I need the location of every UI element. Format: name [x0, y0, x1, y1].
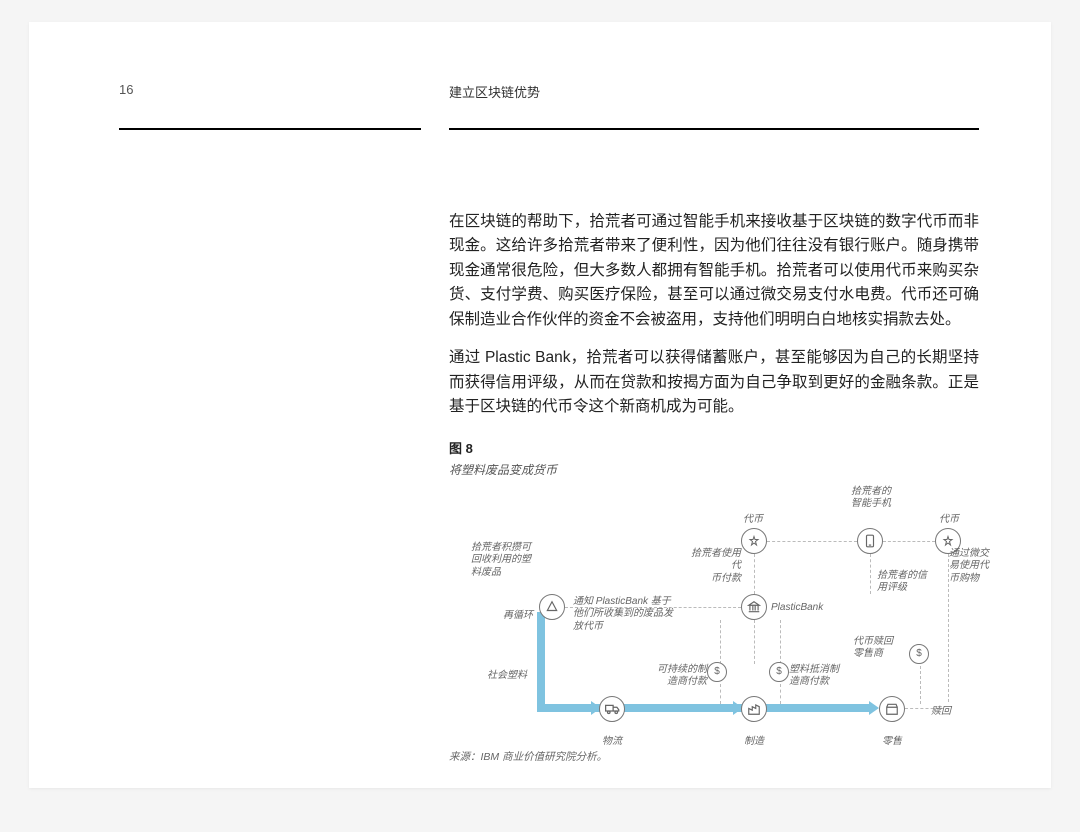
- lbl-microtx: 通过微交易使用代币购物: [949, 548, 993, 586]
- lbl-token1: 代币: [733, 514, 773, 527]
- dash-bank-down: [754, 620, 755, 664]
- figure-source: 来源：IBM 商业价值研究院分析。: [449, 749, 607, 764]
- lbl-phone: 拾荒者的智能手机: [843, 486, 899, 511]
- header-rule-left: [119, 128, 421, 130]
- star-icon-1: [741, 528, 767, 554]
- lbl-manufacture: 制造: [741, 736, 767, 749]
- header-rule-right: [449, 128, 979, 130]
- flow-arrow-3: [869, 701, 879, 715]
- lbl-sustain: 可持续的制造商付款: [651, 664, 707, 689]
- paragraph-2: 通过 Plastic Bank，拾荒者可以获得储蓄账户，甚至能够因为自己的长期坚…: [449, 346, 979, 419]
- body-column: 在区块链的帮助下，拾荒者可通过智能手机来接收基于区块链的数字代币而非现金。这给许…: [449, 210, 979, 764]
- figure-subtitle: 将塑料废品变成货币: [449, 461, 979, 478]
- lbl-pay-token: 拾荒者使用代币付款: [685, 548, 741, 586]
- lbl-plasticbank: PlasticBank: [771, 602, 823, 615]
- page-number: 16: [119, 82, 449, 101]
- factory-icon: [741, 696, 767, 722]
- dash-phone-down: [870, 554, 871, 594]
- lbl-token2: 代币: [929, 514, 969, 527]
- dash-coin1-dn: [720, 684, 721, 704]
- lbl-token-redeem: 代币赎回零售商: [853, 636, 901, 661]
- bank-icon: [741, 594, 767, 620]
- dash-phone-star2: [883, 541, 935, 542]
- dash-coin2-up: [780, 620, 781, 664]
- lbl-credit: 拾荒者的信用评级: [877, 570, 933, 595]
- lbl-collect: 拾荒者积攒可回收利用的塑料废品: [471, 542, 535, 580]
- coin-icon-2: $: [769, 662, 789, 682]
- header-title: 建立区块链优势: [449, 82, 540, 101]
- dash-star-phone: [767, 541, 857, 542]
- lbl-redeem: 赎回: [931, 706, 951, 719]
- phone-icon: [857, 528, 883, 554]
- paragraph-1: 在区块链的帮助下，拾荒者可通过智能手机来接收基于区块链的数字代币而非现金。这给许…: [449, 210, 979, 332]
- lbl-notify: 通知 PlasticBank 基于他们所收集到的废品发放代币: [573, 596, 691, 634]
- dash-coin2-dn: [780, 684, 781, 704]
- lbl-offset: 塑料抵消制造商付款: [789, 664, 845, 689]
- figure-label: 图 8: [449, 438, 979, 457]
- dash-bank-up: [754, 554, 755, 594]
- figure-diagram: $ $ $ 拾荒者积攒可回收利用的塑料废品 再循环 社会塑料 通知 Plasti…: [449, 484, 989, 764]
- flow-down: [537, 612, 545, 712]
- lbl-retail: 零售: [879, 736, 905, 749]
- truck-icon: [599, 696, 625, 722]
- coin-icon-1: $: [707, 662, 727, 682]
- recycle-icon: [539, 594, 565, 620]
- flow-right: [537, 704, 873, 712]
- dash-coin1-up: [720, 620, 721, 664]
- coin-icon-3: $: [909, 644, 929, 664]
- store-icon: [879, 696, 905, 722]
- lbl-recycle-side: 再循环: [465, 610, 533, 623]
- lbl-logistics: 物流: [599, 736, 625, 749]
- lbl-social: 社会塑料: [487, 670, 527, 683]
- document-page: 16 建立区块链优势 在区块链的帮助下，拾荒者可通过智能手机来接收基于区块链的数…: [29, 22, 1051, 788]
- page-header: 16 建立区块链优势: [119, 82, 961, 101]
- dash-coin3: [920, 666, 921, 704]
